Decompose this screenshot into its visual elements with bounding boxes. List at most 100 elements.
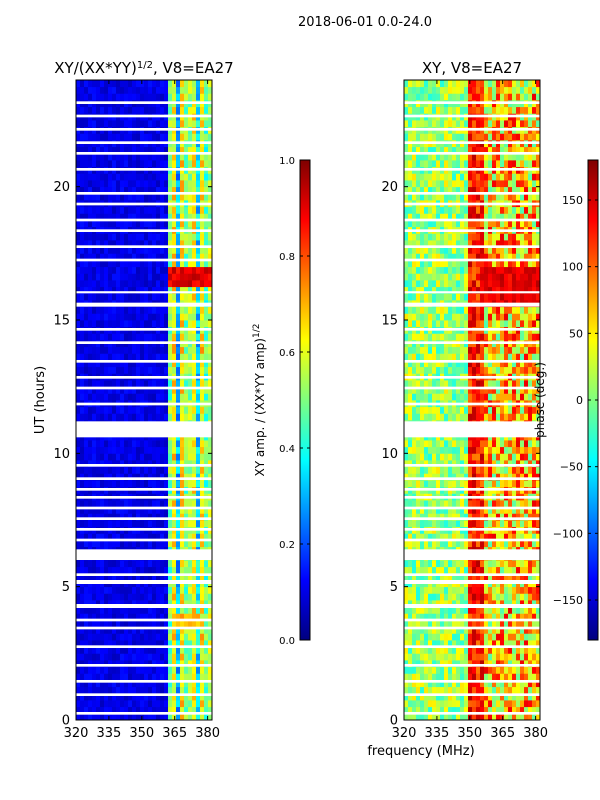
heatmap-cell <box>168 146 173 154</box>
heatmap-cell <box>124 713 129 720</box>
heatmap-cell <box>424 606 429 614</box>
heatmap-cell <box>156 253 161 261</box>
heatmap-cell <box>152 480 157 488</box>
heatmap-cell <box>448 506 453 514</box>
heatmap-cell <box>160 186 165 194</box>
heatmap-cell <box>92 146 97 154</box>
heatmap-cell <box>436 573 441 581</box>
heatmap-cell <box>80 86 85 94</box>
heatmap-cell <box>144 333 149 341</box>
figure-suptitle: 2018-06-01 0.0-24.0 <box>298 15 432 30</box>
heatmap-cell <box>160 466 165 474</box>
heatmap-cell <box>428 460 433 468</box>
heatmap-cell <box>204 566 209 574</box>
heatmap-cell <box>472 560 477 568</box>
heatmap-cell <box>144 353 149 361</box>
heatmap-cell <box>124 180 129 188</box>
heatmap-cell <box>160 240 165 248</box>
heatmap-cell <box>108 353 113 361</box>
heatmap-cell <box>424 706 429 714</box>
heatmap-cell <box>168 380 173 388</box>
heatmap-cell <box>460 446 465 454</box>
heatmap-cell <box>80 206 85 214</box>
heatmap-cell <box>524 706 529 714</box>
heatmap-cell <box>480 500 485 508</box>
heatmap-cell <box>140 386 145 394</box>
heatmap-cell <box>144 153 149 161</box>
heatmap-cell <box>440 446 445 454</box>
heatmap-cell <box>108 273 113 281</box>
heatmap-cell <box>512 640 517 648</box>
heatmap-cell <box>512 646 517 654</box>
heatmap-cell <box>468 466 473 474</box>
heatmap-cell <box>448 573 453 581</box>
heatmap-cell <box>136 586 141 594</box>
heatmap-cell <box>76 460 81 468</box>
heatmap-cell <box>432 586 437 594</box>
heatmap-cell <box>128 386 133 394</box>
heatmap-cell <box>96 253 101 261</box>
heatmap-cell <box>184 686 189 694</box>
heatmap-cell <box>176 133 181 141</box>
heatmap-cell <box>200 313 205 321</box>
heatmap-cell <box>168 406 173 414</box>
heatmap-cell <box>480 533 485 541</box>
heatmap-cell <box>180 660 185 668</box>
heatmap-cell <box>204 306 209 314</box>
heatmap-cell <box>128 366 133 374</box>
heatmap-cell <box>144 273 149 281</box>
heatmap-cell <box>116 566 121 574</box>
heatmap-cell <box>88 640 93 648</box>
heatmap-cell <box>144 253 149 261</box>
heatmap-cell <box>128 260 133 268</box>
heatmap-cell <box>120 466 125 474</box>
heatmap-cell <box>440 520 445 528</box>
heatmap-cell <box>204 560 209 568</box>
heatmap-cell <box>432 633 437 641</box>
heatmap-cell <box>108 713 113 720</box>
heatmap-cell <box>164 173 169 181</box>
heatmap-cell <box>464 686 469 694</box>
heatmap-cell <box>160 626 165 634</box>
heatmap-cell <box>180 280 185 288</box>
heatmap-cell <box>480 440 485 448</box>
heatmap-cell <box>180 320 185 328</box>
heatmap-cell <box>500 693 505 701</box>
heatmap-cell <box>504 460 509 468</box>
heatmap-cell <box>84 626 89 634</box>
heatmap-cell <box>180 613 185 621</box>
heatmap-cell <box>100 106 105 114</box>
heatmap-cell <box>84 533 89 541</box>
heatmap-cell <box>120 280 125 288</box>
heatmap-cell <box>104 220 109 228</box>
heatmap-cell <box>100 273 105 281</box>
heatmap-cell <box>104 360 109 368</box>
heatmap-cell <box>84 453 89 461</box>
heatmap-cell <box>524 413 529 421</box>
heatmap-cell <box>184 346 189 354</box>
heatmap-cell <box>152 133 157 141</box>
heatmap-cell <box>144 380 149 388</box>
heatmap-cell <box>404 466 409 474</box>
heatmap-cell <box>92 393 97 401</box>
heatmap-cell <box>508 633 513 641</box>
heatmap-cell <box>196 560 201 568</box>
heatmap-cell <box>140 626 145 634</box>
heatmap-cell <box>204 220 209 228</box>
heatmap-cell <box>92 293 97 301</box>
heatmap-cell <box>104 393 109 401</box>
heatmap-cell <box>196 80 201 88</box>
flagged-band <box>76 517 212 520</box>
heatmap-cell <box>80 386 85 394</box>
heatmap-cell <box>408 573 413 581</box>
heatmap-cell <box>504 566 509 574</box>
heatmap-cell <box>448 686 453 694</box>
heatmap-cell <box>140 613 145 621</box>
heatmap-cell <box>176 646 181 654</box>
heatmap-cell <box>488 680 493 688</box>
heatmap-cell <box>84 346 89 354</box>
heatmap-cell <box>500 633 505 641</box>
heatmap-cell <box>424 480 429 488</box>
heatmap-cell <box>440 600 445 608</box>
heatmap-cell <box>200 333 205 341</box>
